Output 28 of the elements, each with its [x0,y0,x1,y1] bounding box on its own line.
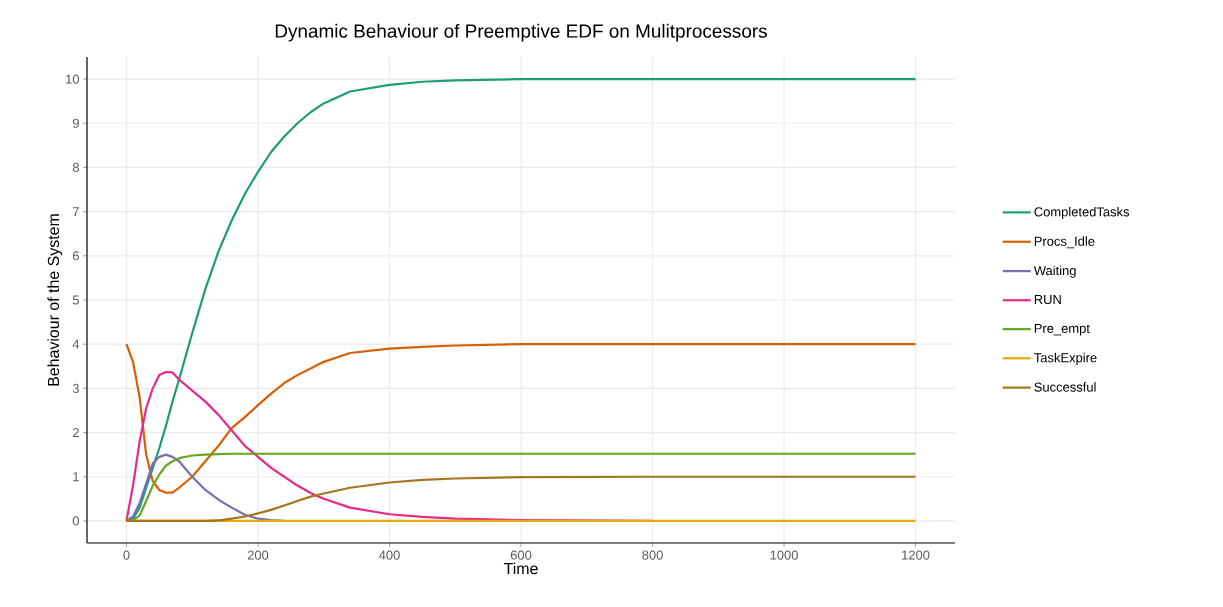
x-tick-label: 200 [247,550,269,560]
legend-label: TaskExpire [1034,352,1097,365]
x-axis-title: Time [503,562,538,575]
y-tick-label: 6 [72,251,79,261]
y-tick-label: 10 [66,74,79,84]
legend-label: Successful [1034,382,1096,392]
x-tick-label: 0 [123,550,130,560]
x-tick-label: 600 [510,550,532,560]
y-axis-title: Behaviour of the System [47,214,63,386]
y-tick-label: 8 [72,162,79,173]
legend-label: CompletedTasks [1034,206,1130,220]
x-tick-label: 1000 [770,550,798,560]
x-tick-label: 400 [378,550,400,560]
y-tick-label: 7 [72,207,79,217]
y-tick-label: 0 [72,516,79,526]
legend-label: RUN [1034,295,1061,305]
y-tick-label: 2 [72,428,79,438]
x-tick-label: 800 [642,550,663,560]
y-tick-label: 3 [72,383,79,393]
legend-label: Pre_empt [1034,323,1090,336]
legend-label: Waiting [1033,265,1076,278]
legend-label: Procs_Idle [1034,236,1095,249]
y-tick-label: 9 [72,118,79,128]
chart-title: Dynamic Behaviour of Preemptive EDF on Mulitprocessors [275,23,767,42]
y-tick-label: 1 [73,472,79,482]
x-tick-label: 1200 [902,550,930,560]
y-tick-label: 5 [72,295,79,305]
y-tick-label: 4 [72,339,80,349]
